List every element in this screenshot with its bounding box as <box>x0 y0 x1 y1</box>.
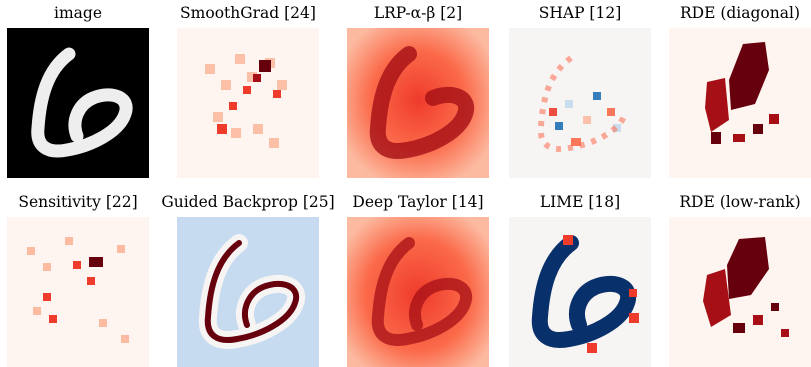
panel-canvas-smoothgrad <box>177 28 319 178</box>
panel-title-guided-backprop: Guided Backprop [25] <box>161 193 335 211</box>
panel-canvas-deep-taylor <box>347 217 489 367</box>
panel-canvas-rde-diagonal <box>669 28 811 178</box>
panel-title-deep-taylor: Deep Taylor [14] <box>352 193 484 211</box>
guided-backprop-heatmap <box>177 217 319 367</box>
panel-title-lime: LIME [18] <box>539 193 621 211</box>
panel-title-sensitivity: Sensitivity [22] <box>18 193 138 211</box>
panel-title-rde-diagonal: RDE (diagonal) <box>680 4 800 22</box>
panel-canvas-lime <box>509 217 651 367</box>
panel-title-shap: SHAP [12] <box>538 4 622 22</box>
panel-title-rde-lowrank: RDE (low-rank) <box>679 193 801 211</box>
panel-title-image: image <box>54 4 102 22</box>
sensitivity-heatmap <box>7 217 149 367</box>
shap-heatmap <box>509 28 651 178</box>
image-heatmap <box>7 28 149 178</box>
panel-title-lrp: LRP-α-β [2] <box>373 4 463 22</box>
panel-title-smoothgrad: SmoothGrad [24] <box>180 4 316 22</box>
rde-diagonal-heatmap <box>669 28 811 178</box>
rde-lowrank-heatmap <box>669 217 811 367</box>
panel-canvas-image <box>7 28 149 178</box>
smoothgrad-heatmap <box>177 28 319 178</box>
panel-canvas-guided-backprop <box>177 217 319 367</box>
panel-canvas-sensitivity <box>7 217 149 367</box>
panel-canvas-lrp <box>347 28 489 178</box>
lime-heatmap <box>509 217 651 367</box>
panel-canvas-shap <box>509 28 651 178</box>
panel-canvas-rde-lowrank <box>669 217 811 367</box>
lrp-heatmap <box>347 28 489 178</box>
deep-taylor-heatmap <box>347 217 489 367</box>
